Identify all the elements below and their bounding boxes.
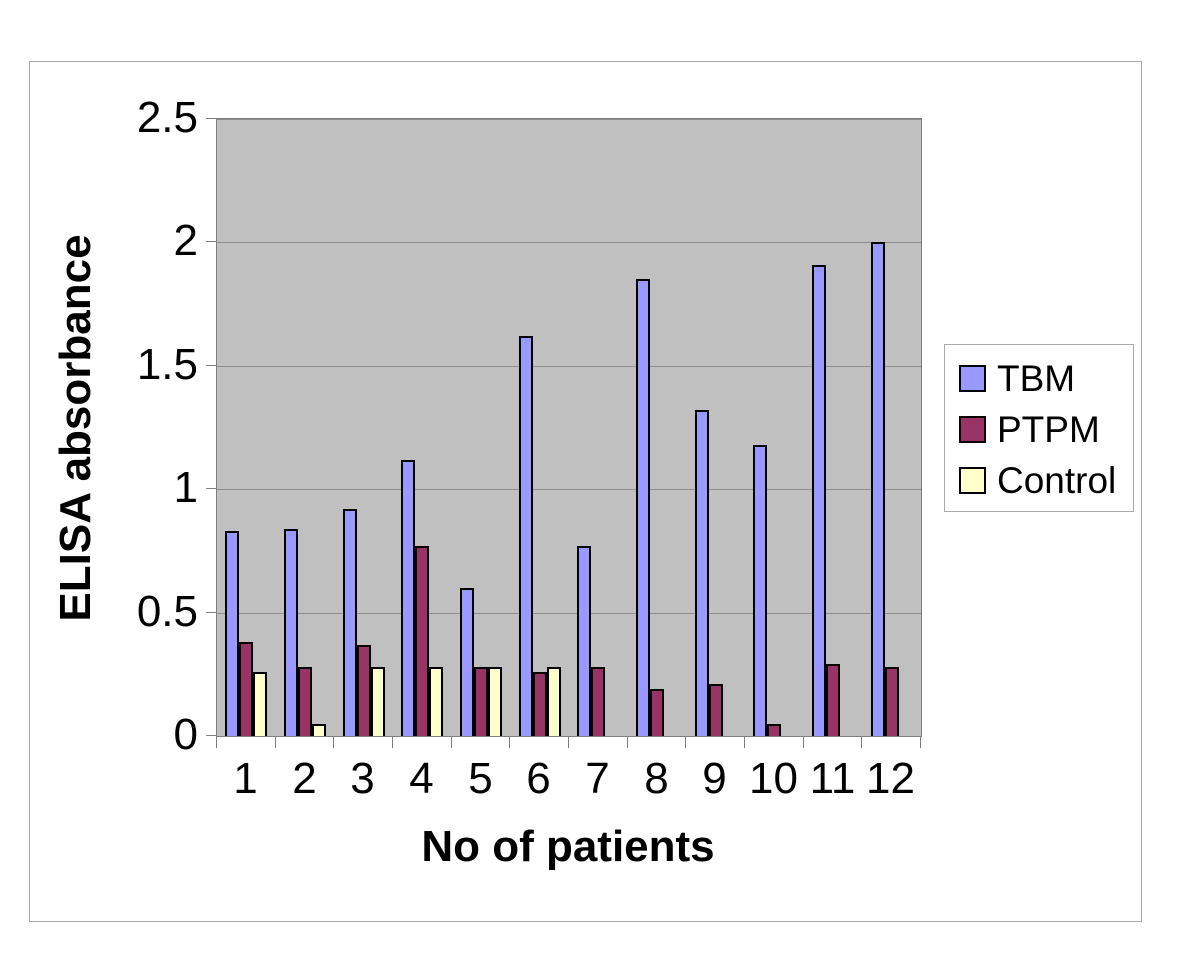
bar-tbm-3	[343, 509, 357, 736]
gridline-1	[217, 489, 921, 490]
y-tick-label-0: 0	[173, 710, 198, 759]
x-tick-0	[216, 736, 217, 748]
bar-control-2	[312, 724, 326, 736]
bar-tbm-7	[577, 546, 591, 736]
legend-label-control: Control	[997, 460, 1117, 501]
y-tick-label-0.5: 0.5	[136, 587, 198, 636]
y-tick-label-2: 2	[173, 216, 198, 265]
bar-control-5	[488, 667, 502, 736]
x-tick-1	[275, 736, 276, 748]
bar-ptpm-6	[533, 672, 547, 736]
x-tick-label-10: 10	[749, 754, 798, 803]
x-tick-label-7: 7	[585, 754, 610, 803]
legend-swatch-tbm	[959, 365, 986, 392]
legend: TBM PTPM Control	[944, 344, 1134, 512]
x-tick-11	[861, 736, 862, 748]
y-tick-label-1: 1	[173, 463, 198, 512]
bar-ptpm-5	[474, 667, 488, 736]
x-tick-10	[803, 736, 804, 748]
legend-item-tbm: TBM	[959, 353, 1133, 404]
gridline-1.5	[217, 366, 921, 367]
gridline-2.5	[217, 119, 921, 120]
bar-tbm-4	[401, 460, 415, 736]
x-axis-title: No of patients	[421, 822, 715, 871]
x-tick-label-1: 1	[233, 754, 258, 803]
x-tick-label-3: 3	[350, 754, 375, 803]
gridline-0.5	[217, 613, 921, 614]
x-tick-9	[744, 736, 745, 748]
x-tick-label-2: 2	[292, 754, 317, 803]
bar-control-1	[253, 672, 267, 736]
bar-ptpm-8	[650, 689, 664, 736]
bar-ptpm-7	[591, 667, 605, 736]
x-tick-4	[451, 736, 452, 748]
y-tick-2	[206, 241, 216, 242]
bar-control-3	[371, 667, 385, 736]
bar-tbm-11	[812, 265, 826, 736]
y-tick-0.5	[206, 612, 216, 613]
x-tick-6	[568, 736, 569, 748]
bar-tbm-8	[636, 279, 650, 736]
bar-ptpm-12	[885, 667, 899, 736]
x-tick-label-12: 12	[866, 754, 915, 803]
x-tick-label-8: 8	[644, 754, 669, 803]
bar-tbm-9	[695, 410, 709, 736]
x-tick-5	[509, 736, 510, 748]
y-tick-label-1.5: 1.5	[136, 340, 198, 389]
x-tick-label-9: 9	[702, 754, 727, 803]
y-tick-label-2.5: 2.5	[136, 93, 198, 142]
legend-swatch-control	[959, 467, 986, 494]
legend-swatch-ptpm	[959, 416, 986, 443]
bar-ptpm-11	[826, 664, 840, 736]
bar-tbm-12	[871, 242, 885, 736]
bar-tbm-6	[519, 336, 533, 736]
bar-control-6	[547, 667, 561, 736]
legend-label-ptpm: PTPM	[997, 409, 1100, 450]
bar-tbm-10	[753, 445, 767, 736]
bar-control-4	[429, 667, 443, 736]
bar-ptpm-3	[357, 645, 371, 736]
x-tick-label-5: 5	[468, 754, 493, 803]
y-tick-0	[206, 735, 216, 736]
bar-tbm-1	[225, 531, 239, 736]
bar-tbm-2	[284, 529, 298, 736]
gridline-2	[217, 242, 921, 243]
bar-ptpm-4	[415, 546, 429, 736]
y-tick-2.5	[206, 118, 216, 119]
legend-label-tbm: TBM	[997, 358, 1076, 399]
x-tick-2	[333, 736, 334, 748]
bar-tbm-5	[460, 588, 474, 736]
x-tick-label-6: 6	[526, 754, 551, 803]
bar-ptpm-10	[767, 724, 781, 736]
x-tick-label-11: 11	[809, 754, 856, 803]
bar-ptpm-1	[239, 642, 253, 736]
x-tick-12	[920, 736, 921, 748]
x-tick-7	[627, 736, 628, 748]
x-tick-label-4: 4	[409, 754, 434, 803]
plot-area	[216, 118, 922, 737]
legend-item-ptpm: PTPM	[959, 404, 1133, 455]
x-tick-8	[685, 736, 686, 748]
bar-ptpm-2	[298, 667, 312, 736]
x-tick-3	[392, 736, 393, 748]
bar-ptpm-9	[709, 684, 723, 736]
y-tick-1.5	[206, 365, 216, 366]
legend-item-control: Control	[959, 455, 1133, 506]
y-tick-1	[206, 488, 216, 489]
